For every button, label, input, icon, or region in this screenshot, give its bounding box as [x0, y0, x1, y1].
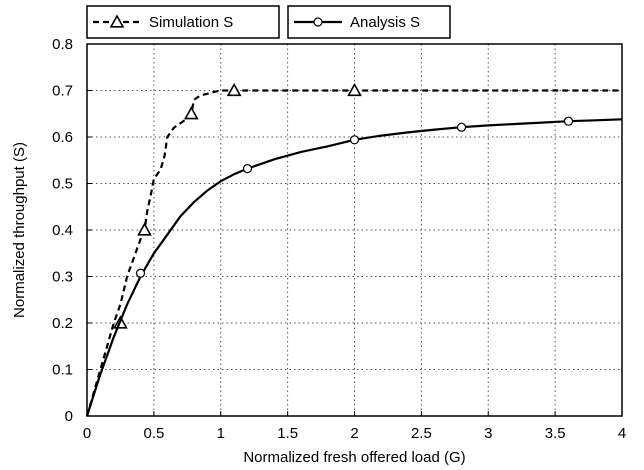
series-line	[85, 89, 622, 417]
x-tick-label: 2	[350, 425, 358, 442]
x-axis-label: Normalized fresh offered load (G)	[243, 449, 465, 466]
legend-label: Analysis S	[350, 14, 420, 31]
y-tick-label: 0.4	[52, 222, 73, 239]
series-line	[85, 118, 623, 417]
y-tick-label: 0.3	[52, 269, 73, 286]
series-layer	[85, 82, 623, 417]
data-point-marker	[183, 106, 199, 120]
data-point-marker	[456, 122, 467, 132]
y-tick-label: 0.8	[52, 36, 73, 53]
legend-box	[287, 5, 451, 39]
data-point-marker	[242, 164, 253, 174]
x-tick-label: 1.5	[277, 425, 298, 442]
x-tick-label: 1	[217, 425, 225, 442]
x-tick-label: 0	[83, 425, 91, 442]
data-point-marker	[226, 82, 242, 97]
x-tick-label: 4	[618, 425, 626, 442]
y-axis-label: Normalized throughput (S)	[11, 142, 28, 318]
legend-marker	[313, 17, 323, 27]
y-tick-label: 0.2	[52, 315, 73, 332]
x-tick-label: 3	[484, 425, 492, 442]
y-tick-label: 0.5	[52, 176, 73, 193]
data-point-marker	[347, 82, 362, 97]
y-tick-label: 0.1	[52, 362, 73, 379]
data-point-marker	[135, 268, 146, 278]
legend: Simulation S Analysis S	[86, 5, 451, 39]
y-tick-label: 0.7	[52, 83, 73, 100]
legend-item: Simulation S	[86, 5, 280, 39]
x-axis-ticks: 0 0.5 1 1.5 2 2.5 3 3.5 4	[83, 411, 626, 442]
legend-label: Simulation S	[149, 14, 233, 31]
y-tick-label: 0.6	[52, 129, 73, 146]
legend-marker	[109, 14, 125, 28]
data-point-marker	[137, 222, 152, 236]
data-point-marker	[349, 135, 360, 145]
x-tick-label: 2.5	[411, 425, 432, 442]
legend-item: Analysis S	[287, 5, 451, 39]
y-axis-ticks: 0 0.1 0.2 0.3 0.4 0.5 0.6 0.7 0.8	[52, 36, 92, 425]
data-point-marker	[563, 116, 574, 126]
y-tick-label: 0	[65, 408, 73, 425]
x-tick-label: 3.5	[545, 425, 566, 442]
series-analysis	[85, 116, 623, 417]
x-tick-label: 0.5	[143, 425, 164, 442]
